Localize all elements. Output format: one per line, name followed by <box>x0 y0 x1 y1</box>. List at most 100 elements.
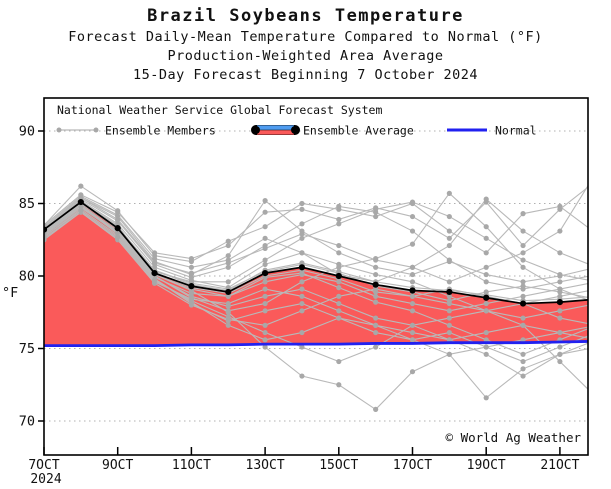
ensemble-member-dot <box>594 294 599 299</box>
ensemble-member-line-16 <box>44 204 588 326</box>
ensemble-member-dot <box>483 337 489 343</box>
ensemble-member-dot <box>446 235 452 241</box>
legend-average-dot-icon <box>291 126 299 134</box>
ensemble-member-dot <box>409 264 416 270</box>
ensemble-member-dot <box>299 270 305 276</box>
ensemble-member-dot <box>188 293 194 299</box>
ensemble-member-dot <box>520 373 526 379</box>
ensemble-member-dot <box>557 308 563 314</box>
ensemble-member-dot <box>188 298 194 304</box>
ensemble-member-dot <box>594 337 599 342</box>
ensemble-member-dot <box>557 206 563 212</box>
ensemble-member-dot <box>336 216 342 223</box>
ensemble-member-dot <box>594 279 599 284</box>
ensemble-member-dot <box>115 234 121 240</box>
ensemble-member-dot <box>299 293 305 299</box>
ensemble-member-dot <box>262 245 268 252</box>
ensemble-member-dot <box>594 344 599 349</box>
ensemble-member-dot <box>483 329 489 336</box>
ensemble-average-dot <box>225 288 232 296</box>
ensemble-member-dot <box>557 329 563 336</box>
ensemble-member-dot <box>336 242 342 249</box>
ensemble-member-dot <box>446 315 452 321</box>
ensemble-member-dot <box>409 308 416 314</box>
ensemble-average-dot <box>298 264 306 271</box>
ensemble-member-dot <box>520 228 526 234</box>
x-tick-label-7OCT: 7OCT <box>28 458 59 473</box>
ensemble-member-dot <box>225 242 231 249</box>
ensemble-member-dot <box>594 330 599 335</box>
ensemble-member-dot <box>520 358 526 365</box>
y-tick-label-80: 80 <box>19 269 35 285</box>
ensemble-member-dot <box>225 314 231 320</box>
ensemble-member-dot <box>557 358 563 365</box>
ensemble-member-dot <box>409 322 416 328</box>
ensemble-member-dot <box>262 198 268 204</box>
ensemble-member-dot <box>336 250 342 256</box>
ensemble-member-dot <box>373 329 379 336</box>
ensemble-member-dot <box>520 242 526 249</box>
ensemble-member-dot <box>262 329 268 336</box>
ensemble-member-line-17 <box>44 184 588 283</box>
ensemble-member-dot <box>336 221 342 227</box>
ensemble-member-dot <box>557 289 563 295</box>
ensemble-member-dot <box>336 261 342 267</box>
ensemble-member-dot <box>188 256 194 262</box>
ensemble-average-dot <box>372 281 379 288</box>
ensemble-average-line <box>44 200 588 305</box>
ensemble-member-dot <box>373 289 379 295</box>
ensemble-member-dot <box>483 300 489 307</box>
chart-subtitle-line2: Production-Weighted Area Average <box>167 48 444 64</box>
ensemble-member-line-12 <box>44 211 588 399</box>
ensemble-member-dot <box>409 337 416 343</box>
ensemble-member-dot <box>336 308 342 314</box>
y-axis-label: °F <box>2 285 18 301</box>
ensemble-member-dot <box>262 209 268 215</box>
y-tick-label-70: 70 <box>19 414 35 430</box>
ensemble-member-dot <box>225 293 231 299</box>
ensemble-member-dot <box>188 270 194 276</box>
ensemble-member-dot <box>78 192 84 198</box>
ensemble-member-dot <box>225 238 231 244</box>
ensemble-member-dot <box>483 289 489 295</box>
ensemble-member-dot <box>483 395 489 401</box>
ensemble-average-dot <box>335 272 342 280</box>
y-tick-label-85: 85 <box>19 196 35 212</box>
x-tick-label-21OCT: 21OCT <box>540 458 579 473</box>
ensemble-member-dot <box>520 279 526 285</box>
ensemble-member-dot <box>299 221 305 227</box>
ensemble-member-dot <box>446 257 452 263</box>
ensemble-member-dot <box>409 213 416 220</box>
ensemble-member-dot <box>299 250 305 256</box>
ensemble-member-dot <box>446 213 452 220</box>
ensemble-member-dot <box>262 274 268 281</box>
ensemble-member-dot <box>225 322 231 328</box>
ensemble-member-dot <box>446 228 452 234</box>
ensemble-member-line-8 <box>44 208 588 341</box>
ensemble-member-dot <box>262 235 268 241</box>
ensemble-member-dot <box>262 308 268 314</box>
ensemble-member-dot <box>225 279 231 285</box>
ensemble-member-dot <box>262 344 268 350</box>
ensemble-member-dot <box>446 308 452 314</box>
legend-members-dot-icon <box>93 127 99 133</box>
ensemble-average-dot <box>114 225 121 232</box>
ensemble-member-dot <box>225 303 231 310</box>
ensemble-member-dot <box>409 293 416 299</box>
x-axis-year-label: 2024 <box>30 472 61 487</box>
ensemble-member-dot <box>299 329 305 336</box>
ensemble-member-dot <box>520 283 526 289</box>
legend-average-label: Ensemble Average <box>303 124 414 138</box>
ensemble-member-dot <box>594 395 599 400</box>
ensemble-member-dot <box>373 271 379 278</box>
legend-members-label: Ensemble Members <box>105 124 216 138</box>
ensemble-member-line-11 <box>44 195 588 283</box>
ensemble-member-dot <box>299 286 305 292</box>
ensemble-member-dot <box>225 260 231 266</box>
y-tick-label-90: 90 <box>19 124 35 140</box>
ensemble-member-dot <box>409 241 416 247</box>
ensemble-member-dot <box>78 183 84 189</box>
ensemble-member-dot <box>594 178 599 183</box>
x-tick-label-9OCT: 9OCT <box>102 458 133 473</box>
